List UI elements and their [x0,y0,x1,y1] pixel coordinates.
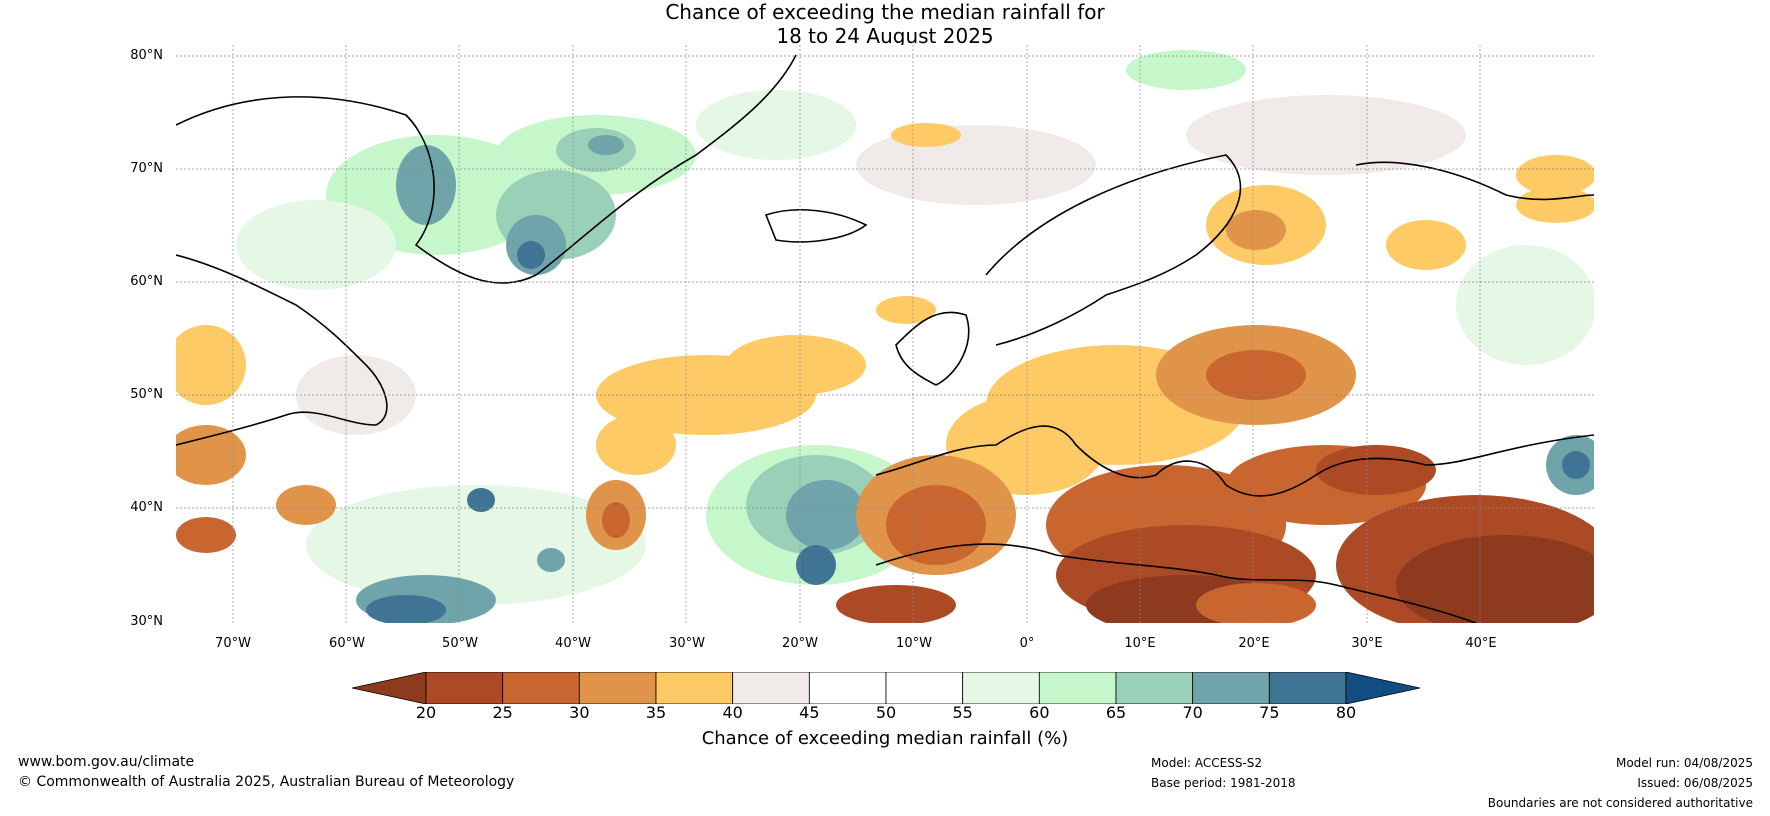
british-isles-coast [895,311,970,386]
lon-label-50w: 50°W [442,636,478,651]
lon-label-40w: 40°W [555,636,591,651]
lat-label-50n: 50°N [130,387,163,402]
colorbar-segment [885,672,964,704]
colorbar-segment [808,672,887,704]
lon-label-70w: 70°W [215,636,251,651]
lon-label-40e: 40°E [1465,636,1497,651]
lon-label-60w: 60°W [329,636,365,651]
lat-label-40n: 40°N [130,500,163,515]
lon-label-20w: 20°W [782,636,818,651]
lon-label-20e: 20°E [1238,636,1270,651]
model-text: Model: ACCESS-S2 [1151,756,1263,770]
colorbar-segment [1268,672,1347,704]
colorbar-arrow-high [1345,672,1420,704]
coastlines [176,54,1594,623]
map-title: Chance of exceeding the median rainfall … [0,0,1770,48]
colorbar-tick-label: 20 [415,703,437,722]
colorbar-segment [1038,672,1117,704]
mediterranean-north-coast [875,425,1594,497]
copyright-text: © Commonwealth of Australia 2025, Austra… [18,774,515,790]
lon-label-0: 0° [1019,636,1035,651]
colorbar-segment [425,672,504,704]
lat-label-30n: 30°N [130,614,163,629]
colorbar [352,672,1420,704]
lat-label-80n: 80°N [130,48,163,63]
colorbar-tick-label: 80 [1335,703,1357,722]
lat-label-70n: 70°N [130,161,163,176]
iceland-coast [764,209,868,243]
colorbar-arrow-low [352,672,427,704]
colorbar-segment [962,672,1040,704]
rainfall-map [176,45,1594,623]
lon-label-10e: 10°E [1124,636,1156,651]
colorbar-tick-label: 50 [875,703,897,722]
colorbar-tick-label: 55 [952,703,973,722]
colorbar-label: Chance of exceeding median rainfall (%) [701,728,1069,749]
lat-label-60n: 60°N [130,274,163,289]
colorbar-tick-label: 45 [799,703,820,722]
colorbar-tick-label: 75 [1259,703,1280,722]
title-line-1: Chance of exceeding the median rainfall … [665,0,1105,24]
colorbar-segment [732,672,810,704]
colorbar-tick-label: 30 [569,703,590,722]
colorbar-segment [1115,672,1194,704]
scandinavia-coast [985,154,1242,346]
graticule [176,45,1594,623]
colorbar-tick-label: 25 [492,703,513,722]
colorbar-tick-label: 35 [645,703,667,722]
lon-label-30e: 30°E [1351,636,1383,651]
title-line-2: 18 to 24 August 2025 [776,24,994,48]
website-link[interactable]: www.bom.gov.au/climate [18,754,195,770]
map-canvas [176,45,1594,623]
lon-label-30w: 30°W [669,636,705,651]
colorbar-segment [502,672,580,704]
colorbar-segment [1192,672,1270,704]
russia-arctic-coast [1355,161,1594,201]
disclaimer-text: Boundaries are not considered authoritat… [1487,796,1753,810]
greenland-coast [176,54,797,284]
issued-text: Issued: 06/08/2025 [1637,776,1753,790]
model-run-text: Model run: 04/08/2025 [1615,756,1753,770]
colorbar-tick-label: 70 [1182,703,1203,722]
lon-label-10w: 10°W [896,636,932,651]
colorbar-segment [655,672,734,704]
base-period-text: Base period: 1981-2018 [1151,776,1296,790]
colorbar-tick-label: 65 [1105,703,1127,722]
colorbar-tick-label: 40 [722,703,743,722]
north-africa-coast [875,543,1477,623]
colorbar-tick-label: 60 [1029,703,1050,722]
colorbar-segment [578,672,657,704]
